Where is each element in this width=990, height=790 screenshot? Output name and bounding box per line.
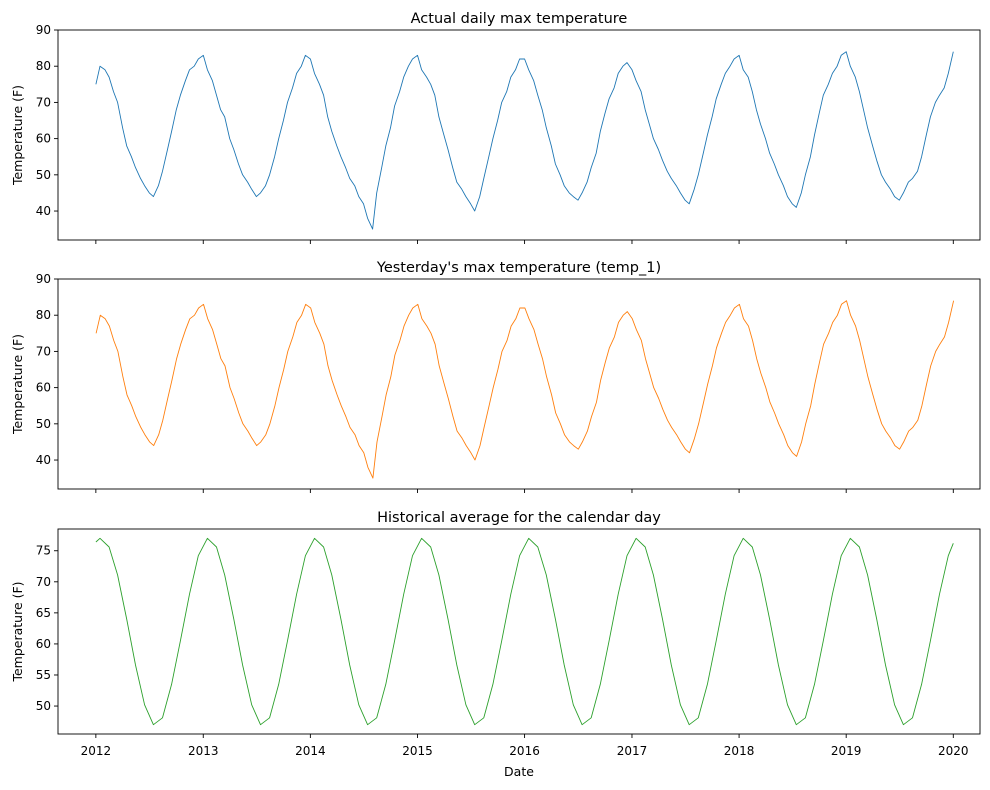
x-tick-label: 2015: [402, 744, 433, 758]
chart-title: Actual daily max temperature: [411, 11, 628, 27]
y-tick-label: 70: [36, 95, 51, 109]
chart-panel-2: 40 50 60 70 80 90 Yesterday's max temperature …: [10, 260, 981, 493]
axes-frame: [57, 278, 981, 490]
y-tick-label: 50: [36, 417, 51, 431]
y-tick-label: 55: [36, 668, 51, 682]
x-tick-label: 2018: [724, 744, 755, 758]
y-tick-label: 60: [36, 132, 51, 146]
y-tick-label: 75: [36, 544, 51, 558]
y-tick-label: 90: [36, 272, 51, 286]
y-tick-label: 80: [36, 308, 51, 322]
chart-panel-1: 40 50 60 70 80 90 Actual daily max temperature…: [10, 11, 981, 244]
y-axis-label: Temperature (F): [10, 85, 25, 186]
y-tick-label: 60: [36, 637, 51, 651]
y-tick-label: 50: [36, 699, 51, 713]
chart-panel-3: 50 55 60 65 70 75 2012 2013 2014 2015 2016 2017 2018…: [10, 510, 981, 779]
x-tick-label: 2014: [295, 744, 326, 758]
y-tick-label: 40: [36, 204, 51, 218]
x-tick-label: 2019: [831, 744, 862, 758]
axes-frame: [57, 528, 981, 735]
x-tick-label: 2013: [188, 744, 219, 758]
y-tick-label: 65: [36, 606, 51, 620]
y-tick-label: 40: [36, 453, 51, 467]
y-tick-label: 50: [36, 168, 51, 182]
y-tick-label: 60: [36, 381, 51, 395]
x-tick-label: 2012: [81, 744, 112, 758]
x-tick-label: 2020: [938, 744, 969, 758]
y-axis-label: Temperature (F): [10, 334, 25, 435]
axes-frame: [57, 29, 981, 241]
series-line-1-1: [95, 51, 954, 230]
y-tick-label: 70: [36, 344, 51, 358]
x-tick-label: 2016: [509, 744, 540, 758]
chart-title: Historical average for the calendar day: [377, 510, 661, 526]
x-tick-label: 2017: [617, 744, 648, 758]
y-tick-label: 90: [36, 23, 51, 37]
y-tick-label: 70: [36, 575, 51, 589]
y-axis-label: Temperature (F): [10, 581, 25, 682]
y-tick-label: 80: [36, 59, 51, 73]
chart-title: Yesterday's max temperature (temp_1): [376, 260, 661, 276]
series-line-2-1: [95, 300, 955, 479]
x-axis-label: Date: [504, 764, 534, 779]
series-line-3-1: [95, 537, 954, 726]
